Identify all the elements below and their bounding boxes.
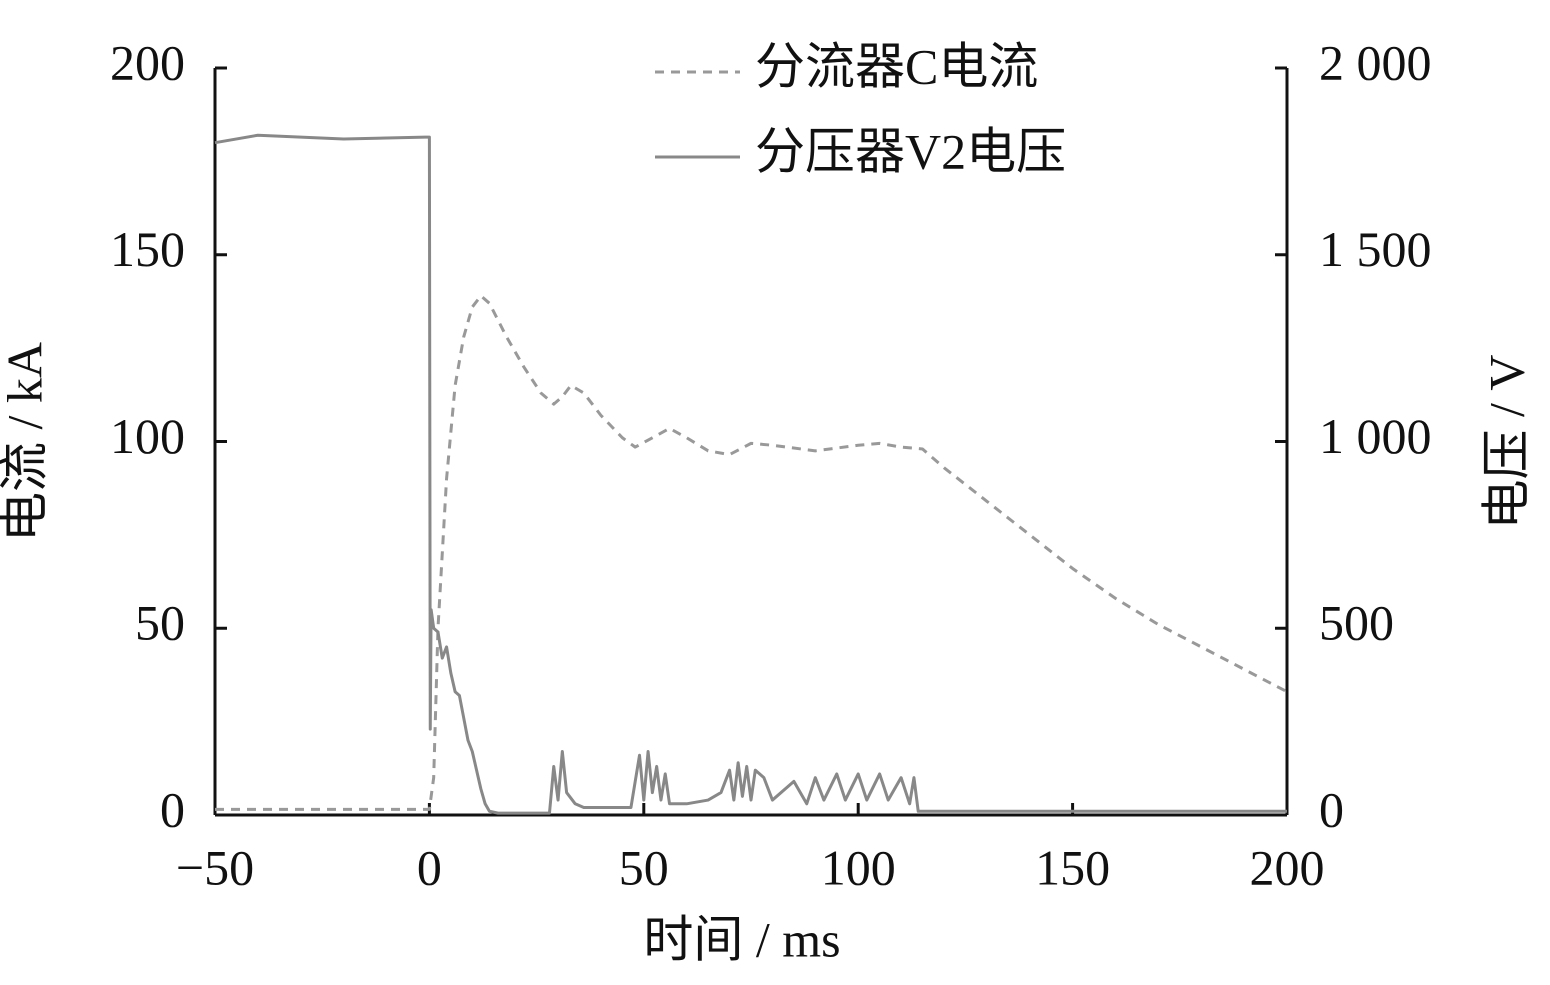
y2-tick-label: 2 000 [1319,34,1432,90]
y-tick-label: 200 [110,34,185,90]
y-axis-label: 电流 / kA [0,342,52,542]
x-axis-label: 时间 / ms [643,911,840,967]
y-tick-label: 100 [110,408,185,464]
legend-label: 分流器C电流 [755,38,1038,94]
y2-tick-label: 1 500 [1319,221,1432,277]
y-tick-label: 50 [135,595,185,651]
x-tick-label: 200 [1250,839,1325,895]
x-tick-label: 150 [1035,839,1110,895]
y-tick-label: 150 [110,221,185,277]
legend-label: 分压器V2电压 [755,123,1066,179]
x-tick-label: −50 [176,839,254,895]
data-line [215,294,1288,811]
x-tick-label: 50 [619,839,669,895]
y-tick-label: 0 [160,781,185,837]
y2-tick-label: 0 [1319,781,1344,837]
y2-tick-label: 500 [1319,595,1394,651]
x-tick-label: 0 [417,839,442,895]
data-line [214,133,1287,815]
y2-tick-label: 1 000 [1319,408,1432,464]
y2-axis-label: 电压 / V [1478,355,1534,530]
x-tick-label: 100 [821,839,896,895]
